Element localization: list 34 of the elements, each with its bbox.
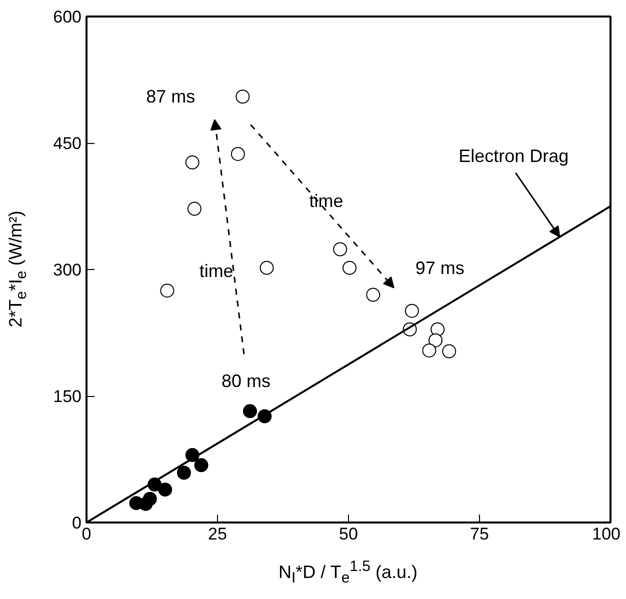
x-axis-title: N$_{I}$*D / T$_{e}$$^{1.5}$ (a.u.): [277, 557, 419, 589]
annotation: 87 ms: [146, 86, 196, 107]
point: [230, 146, 245, 161]
x-tick-label: 100: [592, 524, 621, 544]
point: [176, 466, 191, 480]
point: [236, 90, 250, 104]
point: [428, 333, 442, 348]
point: [442, 344, 456, 358]
point: [194, 458, 208, 472]
x-tick-label: 50: [339, 524, 358, 544]
point: [260, 260, 274, 275]
point: [342, 260, 357, 275]
point: [333, 242, 348, 256]
x-tick-label: 75: [470, 524, 489, 544]
annotation: time: [199, 260, 234, 281]
y-tick-label: 150: [53, 387, 82, 406]
point: [160, 284, 174, 298]
annotation: 97 ms: [415, 258, 464, 278]
point: [430, 322, 445, 336]
point: [422, 343, 436, 358]
x-tick-label: 25: [208, 524, 227, 544]
point: [158, 482, 172, 497]
y-tick-label: 450: [53, 134, 82, 153]
point: [404, 304, 419, 318]
point: [142, 492, 157, 506]
annotation: Electron Drag: [458, 146, 569, 166]
annotation: time: [309, 191, 344, 212]
point: [187, 202, 202, 216]
y-tick-label: 600: [53, 8, 82, 26]
point: [242, 404, 257, 418]
y-tick-label: 300: [53, 260, 82, 280]
point: [185, 155, 200, 170]
point: [366, 288, 380, 302]
annotation: 80 ms: [221, 371, 271, 392]
